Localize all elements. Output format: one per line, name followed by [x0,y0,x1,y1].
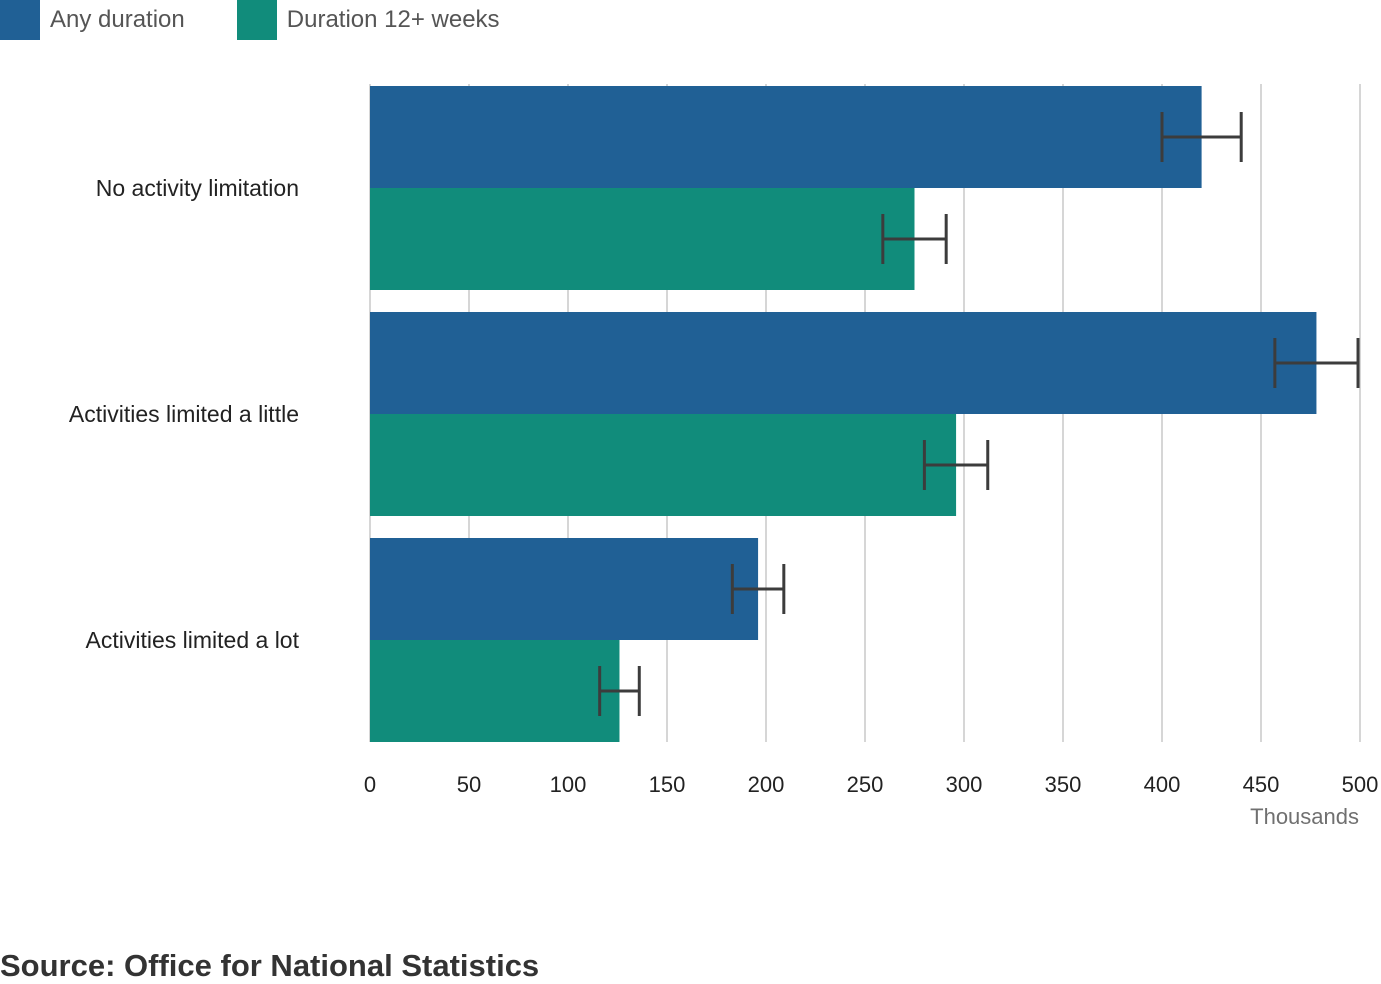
x-tick-label: 400 [1144,772,1181,797]
x-tick-label: 100 [550,772,587,797]
x-tick-label: 0 [364,772,376,797]
legend-swatch-duration-12-weeks [236,0,277,40]
bar [370,414,957,516]
x-axis-label: Thousands [1250,804,1359,829]
legend: Any duration Duration 12+ weeks [0,0,552,40]
bar [370,640,620,742]
x-tick-label: 450 [1243,772,1280,797]
x-tick-label: 150 [649,772,686,797]
x-tick-label: 500 [1342,772,1379,797]
category-label: No activity limitation [96,175,299,201]
x-tick-label: 300 [946,772,983,797]
x-tick-label: 200 [748,772,785,797]
legend-item-any-duration: Any duration [0,0,185,40]
source-note: Source: Office for National Statistics [0,948,540,983]
category-label: Activities limited a little [69,401,299,427]
legend-label-duration-12-weeks: Duration 12+ weeks [286,6,500,33]
legend-item-duration-12-weeks: Duration 12+ weeks [236,0,500,40]
bar [370,188,915,290]
x-tick-label: 350 [1045,772,1082,797]
legend-label-any-duration: Any duration [50,6,185,33]
bar [370,538,759,640]
bar [370,86,1202,188]
x-tick-label: 250 [847,772,884,797]
bar [370,312,1317,414]
category-label: Activities limited a lot [86,627,300,653]
legend-swatch-any-duration [0,0,40,40]
bar-chart: 0 50 100 150 200 250 300 350 400 450 500 Thousands N… [69,84,1379,829]
x-tick-label: 50 [457,772,481,797]
